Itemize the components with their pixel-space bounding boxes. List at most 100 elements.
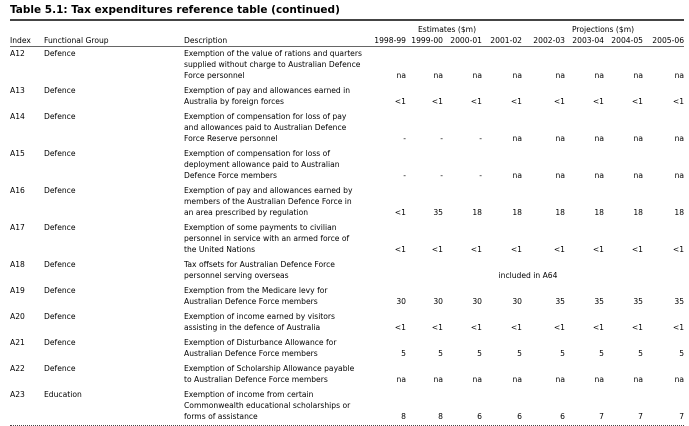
group-cell: Defence: [44, 286, 76, 295]
group-cell: Defence: [44, 338, 76, 347]
group-cell: Defence: [44, 223, 76, 232]
index-cell: A19: [10, 286, 25, 295]
table-row: A13 Defence Exemption of pay and allowance…: [10, 84, 684, 110]
value-cell: <1: [510, 323, 523, 332]
index-cell: A12: [10, 49, 25, 58]
value-cell: na: [594, 134, 605, 143]
value-cell: 7: [599, 412, 605, 421]
value-cell: na: [512, 134, 523, 143]
table-row: A17 Defence Exemption of some payments to …: [10, 221, 684, 258]
header-group-row: Estimates ($m) Projections ($m): [10, 24, 684, 35]
description-line: Tax offsets for Australian Defence Force: [184, 260, 335, 269]
description-line: Exemption of compensation for loss of: [184, 149, 330, 158]
description-line: to Australian Defence Force members: [184, 375, 328, 384]
value-cell: <1: [592, 97, 605, 106]
value-cell: na: [472, 375, 482, 384]
value-cell: 5: [638, 349, 644, 358]
value-cell: na: [633, 134, 644, 143]
description-line: deployment allowance paid to Australian: [184, 160, 340, 169]
description-cell: Exemption of income from certain Commonwe…: [184, 388, 372, 425]
value-cell: 8: [438, 412, 443, 421]
value-cell: 30: [472, 297, 482, 306]
value-cell: -: [403, 171, 406, 180]
value-cell: na: [674, 134, 685, 143]
header-row: Index Functional Group Description 1998-…: [10, 35, 685, 47]
note-cell: included in A64: [498, 271, 558, 280]
value-cell: na: [674, 375, 685, 384]
value-cell: 7: [638, 412, 644, 421]
value-cell: 5: [517, 349, 523, 358]
value-cell: <1: [553, 245, 566, 254]
table-head: Estimates ($m) Projections ($m) Index Fu…: [10, 24, 685, 47]
value-cell: <1: [470, 245, 482, 254]
description-line: Force Reserve personnel: [184, 134, 278, 143]
value-cell: na: [555, 375, 566, 384]
table-row: A23 Education Exemption of income from cer…: [10, 388, 684, 425]
value-cell: 35: [674, 297, 685, 306]
value-cell: na: [512, 171, 523, 180]
index-cell: A16: [10, 186, 25, 195]
year-header: 1998-99: [372, 35, 406, 47]
value-cell: <1: [394, 208, 406, 217]
description-line: assisting in the defence of Australia: [184, 323, 321, 332]
value-cell: na: [633, 71, 644, 80]
value-cell: <1: [394, 97, 406, 106]
description-cell: Exemption of Scholarship Allowance payab…: [184, 362, 372, 388]
value-cell: <1: [631, 97, 644, 106]
description-cell: Exemption from the Medicare levy for Aust…: [184, 284, 372, 310]
value-cell: na: [512, 71, 523, 80]
description-line: Australia by foreign forces: [184, 97, 284, 106]
value-cell: na: [674, 171, 685, 180]
description-line: Exemption of pay and allowances earned b…: [184, 186, 353, 195]
blank: [10, 24, 372, 35]
description-line: Exemption of some payments to civilian: [184, 223, 337, 232]
value-cell: na: [633, 171, 644, 180]
value-cell: 35: [594, 297, 605, 306]
value-cell: <1: [394, 245, 406, 254]
description-line: Force personnel: [184, 71, 245, 80]
table-row: A12 Defence Exemption of the value of rati…: [10, 47, 684, 85]
value-cell: na: [555, 171, 566, 180]
table-body: A12 Defence Exemption of the value of rati…: [10, 47, 684, 426]
value-cell: na: [472, 71, 482, 80]
index-cell: A22: [10, 364, 25, 373]
table-row: A16 Defence Exemption of pay and allowance…: [10, 184, 684, 221]
table-row: A18 Defence Tax offsets for Australian Def…: [10, 258, 684, 284]
description-cell: Exemption of compensation for loss of dep…: [184, 147, 372, 184]
value-cell: 6: [560, 412, 566, 421]
index-cell: A14: [10, 112, 25, 121]
value-cell: 5: [679, 349, 685, 358]
value-cell: <1: [672, 245, 685, 254]
description-cell: Tax offsets for Australian Defence Force…: [184, 258, 372, 284]
value-cell: <1: [592, 245, 605, 254]
value-cell: -: [440, 134, 443, 143]
description-line: forms of assistance: [184, 412, 258, 421]
index-cell: A23: [10, 390, 25, 399]
value-cell: 18: [674, 208, 685, 217]
value-cell: na: [594, 171, 605, 180]
year-header: 2005-06: [643, 35, 685, 47]
value-cell: na: [433, 375, 443, 384]
value-cell: 6: [517, 412, 523, 421]
year-header: 2002-03: [522, 35, 566, 47]
description-line: supplied without charge to Australian De…: [184, 60, 361, 69]
description-line: the United Nations: [184, 245, 256, 254]
value-cell: <1: [631, 245, 644, 254]
value-cell: -: [479, 171, 482, 180]
description-line: members of the Australian Defence Force …: [184, 197, 352, 206]
description-line: personnel serving overseas: [184, 271, 289, 280]
value-cell: na: [633, 375, 644, 384]
group-cell: Defence: [44, 149, 76, 158]
description-cell: Exemption of the value of rations and qu…: [184, 47, 372, 85]
table-row: A22 Defence Exemption of Scholarship Allow…: [10, 362, 684, 388]
value-cell: 5: [477, 349, 482, 358]
description-cell: Exemption of compensation for loss of pa…: [184, 110, 372, 147]
value-cell: <1: [470, 97, 482, 106]
value-cell: -: [479, 134, 482, 143]
value-cell: <1: [510, 245, 523, 254]
description-line: Exemption of the value of rations and qu…: [184, 49, 362, 58]
group-cell: Defence: [44, 364, 76, 373]
description-line: Exemption of compensation for loss of pa…: [184, 112, 347, 121]
index-cell: A18: [10, 260, 25, 269]
description-header: Description: [184, 35, 372, 47]
